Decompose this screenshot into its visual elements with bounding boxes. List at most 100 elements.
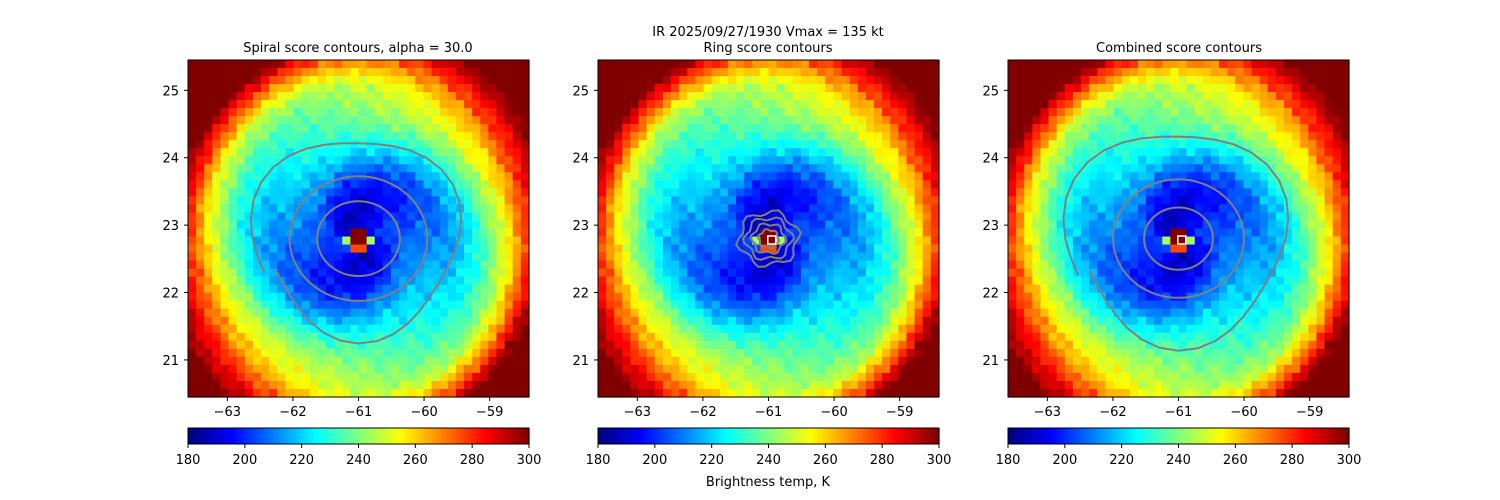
heatmap-cell	[447, 124, 457, 133]
heatmap-cell	[228, 244, 238, 254]
heatmap-cell	[496, 92, 506, 101]
heatmap-cell	[1024, 372, 1033, 382]
heatmap-cell	[1016, 188, 1025, 197]
heatmap-cell	[382, 388, 392, 398]
heatmap-cell	[399, 284, 408, 294]
heatmap-cell	[1072, 100, 1082, 109]
heatmap-cell	[439, 316, 449, 326]
heatmap-cell	[890, 156, 900, 165]
heatmap-cell	[269, 124, 278, 133]
heatmap-cell	[679, 76, 688, 85]
heatmap-cell	[358, 324, 368, 334]
heatmap-cell	[382, 84, 392, 93]
heatmap-cell	[1008, 308, 1017, 318]
heatmap-cell	[1064, 148, 1074, 157]
heatmap-cell	[1113, 388, 1123, 398]
heatmap-cell	[399, 124, 408, 133]
heatmap-cell	[1032, 156, 1042, 165]
heatmap-cell	[1178, 108, 1188, 117]
heatmap-cell	[1186, 364, 1196, 374]
heatmap-cell	[1154, 180, 1163, 189]
heatmap-cell	[228, 188, 238, 197]
heatmap-cell	[399, 252, 408, 262]
heatmap-cell	[906, 132, 916, 141]
heatmap-cell	[399, 180, 408, 189]
heatmap-cell	[1129, 252, 1139, 262]
heatmap-cell	[504, 172, 514, 181]
heatmap-cell	[504, 244, 514, 254]
heatmap-cell	[1202, 108, 1212, 117]
heatmap-cell	[800, 84, 810, 93]
heatmap-cell	[447, 340, 457, 350]
heatmap-cell	[841, 108, 851, 117]
heatmap-cell	[285, 68, 295, 77]
heatmap-cell	[1113, 356, 1123, 366]
heatmap-cell	[488, 244, 498, 254]
heatmap-cell	[317, 284, 327, 294]
colorbar-swatch	[327, 428, 331, 444]
colorbar-swatch	[500, 428, 505, 444]
heatmap-cell	[833, 60, 843, 69]
heatmap-cell	[188, 340, 197, 350]
heatmap-cell	[1137, 196, 1147, 206]
colorbar-swatch	[463, 428, 468, 444]
heatmap-cell	[1121, 164, 1131, 173]
heatmap-cell	[622, 100, 632, 109]
heatmap-cell	[825, 236, 835, 246]
heatmap-cell	[719, 348, 729, 358]
heatmap-cell	[638, 108, 648, 117]
heatmap-cell	[334, 68, 343, 77]
heatmap-cell	[1040, 308, 1050, 318]
heatmap-cell	[662, 356, 672, 366]
heatmap-cell	[1210, 324, 1220, 334]
heatmap-cell	[695, 324, 705, 334]
heatmap-cell	[695, 76, 705, 85]
heatmap-cell	[922, 372, 932, 382]
heatmap-cell	[1097, 364, 1107, 374]
heatmap-cell	[622, 308, 632, 318]
heatmap-cell	[366, 356, 376, 366]
heatmap-cell	[252, 60, 262, 69]
colorbar-swatch	[720, 428, 724, 444]
heatmap-cell	[399, 308, 408, 318]
heatmap-cell	[679, 68, 688, 77]
heatmap-cell	[1202, 356, 1212, 366]
heatmap-cell	[857, 276, 867, 286]
colorbar-swatch	[737, 428, 741, 444]
heatmap-cell	[890, 316, 900, 326]
heatmap-cell	[212, 92, 222, 101]
heatmap-cell	[630, 172, 640, 181]
heatmap-cell	[922, 212, 932, 222]
heatmap-cell	[252, 316, 262, 326]
heatmap-cell	[736, 92, 745, 101]
heatmap-cell	[244, 68, 254, 77]
heatmap-cell	[874, 172, 883, 181]
heatmap-cell	[188, 164, 197, 173]
heatmap-cell	[496, 244, 506, 254]
heatmap-cell	[865, 316, 875, 326]
heatmap-cell	[480, 300, 490, 310]
heatmap-cell	[220, 316, 230, 326]
heatmap-cell	[646, 300, 656, 310]
heatmap-cell	[382, 100, 392, 109]
heatmap-cell	[727, 204, 737, 214]
colorbar-swatch	[392, 428, 397, 444]
heatmap-cell	[646, 380, 656, 390]
heatmap-cell	[1072, 76, 1082, 85]
heatmap-cell	[204, 84, 213, 93]
heatmap-cell	[1072, 364, 1082, 374]
heatmap-cell	[382, 380, 392, 390]
heatmap-cell	[792, 156, 802, 165]
heatmap-cell	[1186, 340, 1196, 350]
colorbar-swatch	[887, 428, 892, 444]
heatmap-cell	[488, 292, 498, 302]
heatmap-cell	[390, 132, 400, 141]
heatmap-cell	[614, 316, 623, 326]
heatmap-cell	[1024, 388, 1033, 398]
heatmap-cell	[1032, 84, 1042, 93]
heatmap-cell	[228, 180, 238, 189]
heatmap-cell	[1040, 180, 1050, 189]
heatmap-cell	[1081, 84, 1090, 93]
heatmap-cell	[480, 260, 490, 270]
heatmap-cell	[752, 188, 761, 197]
